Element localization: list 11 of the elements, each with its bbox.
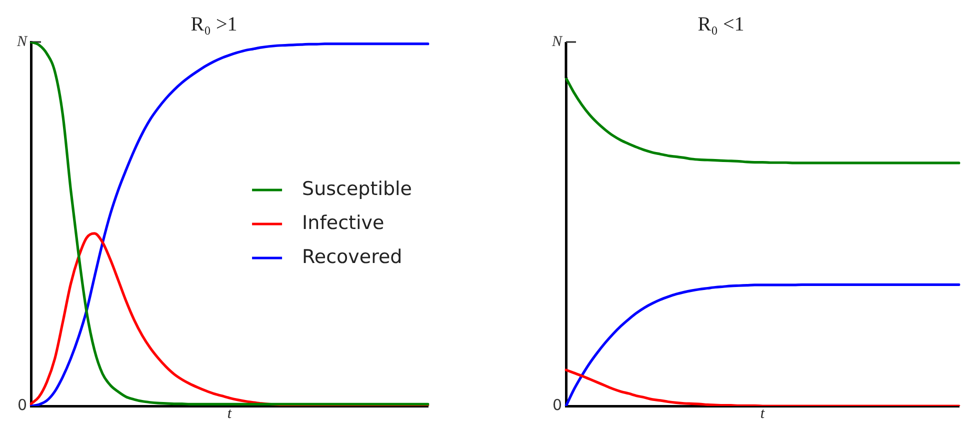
legend-label: Susceptible — [302, 178, 412, 200]
x-axis-title: t — [227, 406, 232, 422]
text: 0 — [17, 396, 27, 414]
text: N — [16, 34, 28, 50]
legend-label: Recovered — [302, 246, 402, 268]
chart-title: R₀ >1 — [190, 13, 238, 36]
text: 0 — [552, 396, 562, 414]
legend-label: Infective — [302, 212, 384, 234]
x-axis-title: t — [760, 406, 766, 422]
chart-title: R₀ <1 — [698, 13, 744, 36]
text: N — [550, 34, 563, 50]
